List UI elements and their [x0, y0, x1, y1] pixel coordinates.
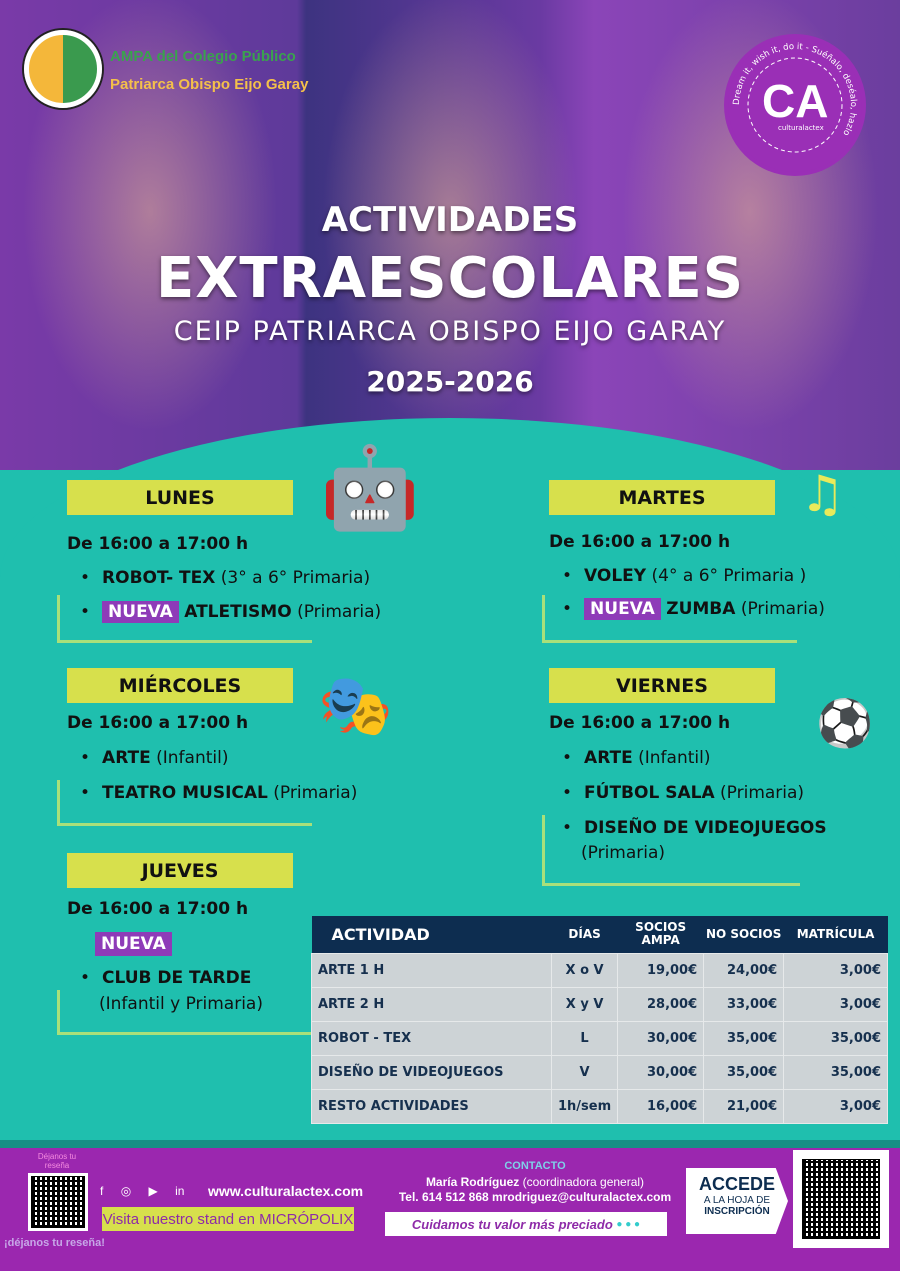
list-item: CLUB DE TARDE: [80, 968, 251, 988]
instagram-icon[interactable]: ◎: [120, 1184, 132, 1198]
music-dancer-icon: ♫: [800, 465, 845, 523]
list-item: ROBOT- TEX (3° a 6° Primaria): [80, 568, 370, 588]
footer-stripe: [0, 1140, 900, 1148]
table-header: MATRÍCULA: [783, 916, 888, 953]
day-martes: MARTES: [549, 480, 775, 515]
inscription-qr-code[interactable]: [793, 1150, 889, 1248]
table-cell: L: [550, 1020, 619, 1056]
table-cell: 35,00€: [783, 1020, 888, 1056]
title-line1: ACTIVIDADES: [321, 200, 579, 240]
table-cell: V: [550, 1054, 619, 1090]
list-item: ARTE (Infantil): [562, 748, 710, 768]
day-jueves: JUEVES: [67, 853, 293, 888]
table-row: RESTO ACTIVIDADES 1h/sem 16,00€ 21,00€ 3,00€: [311, 1088, 888, 1124]
divider: [57, 990, 312, 1035]
table-cell: 30,00€: [617, 1020, 705, 1056]
table-cell: DISEÑO DE VIDEOJUEGOS: [311, 1054, 552, 1090]
youtube-icon[interactable]: ▶: [148, 1184, 158, 1198]
divider: [542, 815, 800, 886]
table-cell: 21,00€: [703, 1088, 785, 1124]
day-lunes: LUNES: [67, 480, 293, 515]
time: De 16:00 a 17:00 h: [549, 713, 731, 733]
contact-line: Tel. 614 512 868 mrodriguez@culturalacte…: [398, 1190, 672, 1204]
school-logo: [24, 30, 102, 108]
slogan-banner: Cuidamos tu valor más preciado ● ● ●: [385, 1212, 667, 1236]
review-qr-code[interactable]: [28, 1173, 88, 1231]
table-cell: 3,00€: [783, 952, 888, 988]
table-cell: 19,00€: [617, 952, 705, 988]
divider: [542, 595, 797, 643]
item-detail: (Primaria): [581, 843, 666, 863]
table-cell: ROBOT - TEX: [311, 1020, 552, 1056]
nueva-badge: NUEVA: [95, 932, 172, 956]
table-header: NO SOCIOS: [703, 916, 784, 953]
ampa-line2: Patriarca Obispo Eijo Garay: [110, 76, 309, 93]
linkedin-icon[interactable]: in: [175, 1184, 185, 1198]
divider: [57, 780, 312, 826]
accede-inscripcion-button[interactable]: ACCEDE A LA HOJA DE INSCRIPCIÓN: [686, 1168, 788, 1234]
social-icons[interactable]: f ◎ ▶ in: [100, 1184, 184, 1198]
stand-banner: Visita nuestro stand en MICRÓPOLIX: [102, 1207, 354, 1231]
table-cell: 35,00€: [703, 1020, 785, 1056]
list-item: VOLEY (4° a 6° Primaria ): [562, 566, 806, 586]
table-cell: 3,00€: [783, 986, 888, 1022]
brand-logo-text: culturalactex: [778, 124, 824, 132]
table-cell: 16,00€: [617, 1088, 705, 1124]
list-item: FÚTBOL SALA (Primaria): [562, 783, 804, 803]
table-row: DISEÑO DE VIDEOJUEGOS V 30,00€ 35,00€ 35,00€: [311, 1054, 888, 1090]
list-item: NUEVA ZUMBA (Primaria): [562, 598, 825, 620]
title-line2: EXTRAESCOLARES: [155, 246, 745, 311]
table-cell: 35,00€: [783, 1054, 888, 1090]
contact-title: CONTACTO: [504, 1160, 566, 1172]
ampa-line1: AMPA del Colegio Público: [110, 48, 296, 65]
day-miercoles: MIÉRCOLES: [67, 668, 293, 703]
table-cell: 30,00€: [617, 1054, 705, 1090]
table-cell: 24,00€: [703, 952, 785, 988]
title-line3: CEIP PATRIARCA OBISPO EIJO GARAY: [173, 316, 727, 347]
culturalactex-logo: Dream it, wish it, do it - Suéñalo, desé…: [728, 38, 862, 172]
time: De 16:00 a 17:00 h: [549, 532, 731, 552]
time: De 16:00 a 17:00 h: [67, 713, 249, 733]
table-header: DÍAS: [551, 916, 618, 953]
list-item: TEATRO MUSICAL (Primaria): [80, 783, 357, 803]
table-cell: ARTE 2 H: [311, 986, 552, 1022]
table-header: SOCIOS AMPA: [617, 916, 704, 953]
nueva-badge: NUEVA: [584, 598, 661, 620]
list-item: ARTE (Infantil): [80, 748, 228, 768]
soccer-ball-icon: ⚽: [816, 696, 874, 750]
table-cell: RESTO ACTIVIDADES: [311, 1088, 552, 1124]
table-cell: X o V: [550, 952, 619, 988]
table-cell: 33,00€: [703, 986, 785, 1022]
table-cell: 3,00€: [783, 1088, 888, 1124]
contact-person: María Rodríguez (coordinadora general): [425, 1175, 645, 1189]
title-year: 2025-2026: [366, 365, 534, 398]
table-cell: ARTE 1 H: [311, 952, 552, 988]
time: De 16:00 a 17:00 h: [67, 534, 249, 554]
brand-ring: Dream it, wish it, do it - Suéñalo, desé…: [732, 42, 858, 153]
review-label: Déjanos tu reseña: [37, 1152, 77, 1170]
list-item: NUEVA ATLETISMO (Primaria): [80, 601, 381, 623]
table-cell: X y V: [550, 986, 619, 1022]
table-cell: 28,00€: [617, 986, 705, 1022]
item-detail: (Infantil y Primaria): [99, 994, 263, 1014]
facebook-icon[interactable]: f: [100, 1184, 104, 1198]
robot-icon: 🤖: [320, 441, 420, 534]
nueva-badge: NUEVA: [102, 601, 179, 623]
table-row: ROBOT - TEX L 30,00€ 35,00€ 35,00€: [311, 1020, 888, 1056]
list-item: DISEÑO DE VIDEOJUEGOS: [562, 818, 827, 838]
website-link[interactable]: www.culturalactex.com: [208, 1183, 364, 1199]
divider: [57, 595, 312, 643]
time: De 16:00 a 17:00 h: [67, 899, 249, 919]
day-viernes: VIERNES: [549, 668, 775, 703]
theater-masks-icon: 🎭: [318, 671, 393, 741]
table-cell: 1h/sem: [550, 1088, 619, 1124]
review-link[interactable]: ¡déjanos tu reseña!: [4, 1237, 105, 1249]
table-header: ACTIVIDAD: [311, 916, 552, 953]
price-table: ACTIVIDAD DÍAS SOCIOS AMPA NO SOCIOS MAT…: [311, 916, 888, 1124]
table-cell: 35,00€: [703, 1054, 785, 1090]
